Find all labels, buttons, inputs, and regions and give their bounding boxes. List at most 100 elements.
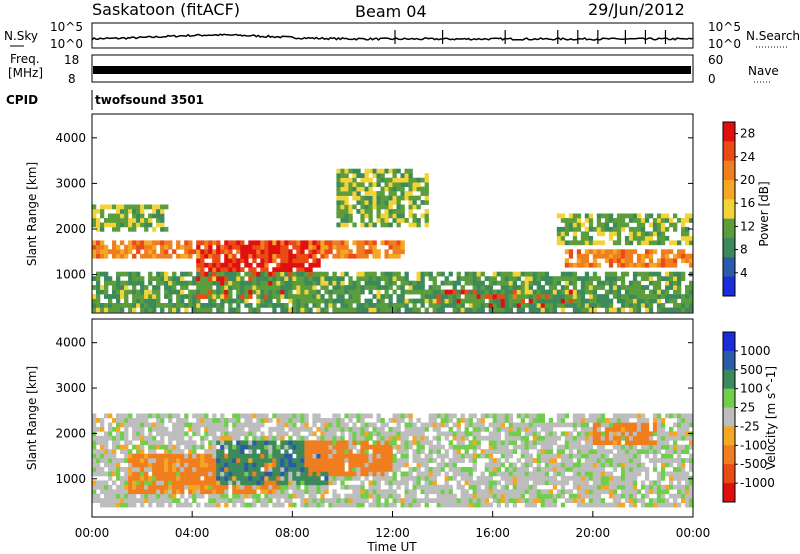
power-cell [132, 280, 137, 286]
velocity-cell [124, 453, 129, 459]
velocity-cell [580, 422, 586, 428]
velocity-cell [276, 413, 281, 419]
power-cell [212, 271, 217, 277]
velocity-cell [172, 422, 177, 428]
velocity-cell [544, 502, 550, 508]
power-cell [112, 249, 117, 255]
power-cell [404, 195, 409, 201]
power-cell [348, 209, 353, 214]
power-cell [376, 200, 381, 205]
power-cell [156, 285, 161, 290]
velocity-cell [340, 502, 345, 508]
power-cell [432, 307, 437, 313]
power-cell [296, 249, 301, 255]
velocity-cell [665, 413, 670, 419]
power-cell [564, 289, 570, 295]
velocity-cell [136, 462, 141, 468]
velocity-cell [677, 502, 682, 508]
velocity-cell [452, 493, 457, 499]
velocity-cell [648, 449, 654, 454]
power-cell [344, 200, 349, 205]
velocity-cell [428, 422, 433, 428]
power-cell [380, 271, 385, 277]
velocity-cell [200, 413, 205, 419]
power-cell [480, 271, 485, 277]
velocity-cell [448, 484, 453, 490]
power-cell [584, 240, 590, 246]
power-cell [136, 294, 141, 299]
power-cell [308, 285, 313, 290]
power-cell [356, 303, 361, 308]
power-cell [112, 285, 117, 290]
power-cell [280, 289, 285, 295]
power-cell [128, 303, 133, 308]
velocity-cell [348, 418, 353, 423]
power-cell [424, 173, 429, 178]
velocity-cell [352, 502, 357, 508]
velocity-cell [164, 471, 169, 477]
velocity-cell [260, 471, 265, 477]
velocity-cell [288, 418, 293, 423]
velocity-cell [448, 462, 453, 468]
power-cell [268, 253, 273, 259]
power-cell [488, 280, 493, 286]
velocity-cell [276, 493, 281, 499]
velocity-cell [544, 467, 550, 472]
velocity-cell [528, 440, 533, 446]
power-cell [685, 303, 690, 308]
power-cell [344, 186, 349, 192]
power-cell [516, 271, 521, 277]
velocity-cell [352, 422, 357, 428]
velocity-cell [540, 480, 545, 486]
velocity-cell [636, 431, 642, 437]
velocity-cell [160, 422, 165, 428]
velocity-cell [260, 440, 265, 446]
velocity-cell [620, 480, 626, 486]
power-cell [380, 294, 385, 299]
velocity-cell [296, 480, 301, 486]
power-cell [648, 298, 654, 304]
power-cell [224, 240, 229, 246]
velocity-cell [552, 453, 558, 459]
velocity-cell [120, 458, 125, 463]
power-cell [616, 249, 622, 255]
velocity-cell [368, 453, 373, 459]
power-cell [120, 240, 125, 246]
velocity-cell [412, 431, 417, 437]
power-cell [588, 262, 594, 268]
velocity-cell [424, 462, 429, 468]
velocity-cell [460, 435, 465, 441]
power-cell [640, 271, 646, 277]
power-cell [592, 240, 598, 246]
velocity-cell [208, 489, 213, 495]
velocity-cell [352, 426, 357, 432]
power-cell [252, 289, 257, 295]
velocity-cell [444, 489, 449, 495]
velocity-cell [368, 435, 373, 441]
velocity-cell [232, 462, 237, 468]
velocity-cell [548, 467, 554, 472]
velocity-cell [300, 435, 305, 441]
power-cell [673, 253, 678, 259]
velocity-cell [472, 435, 477, 441]
velocity-cell [628, 449, 634, 454]
power-cell [316, 240, 321, 246]
power-cell [92, 303, 97, 308]
power-cell [112, 294, 117, 299]
power-cell [276, 271, 281, 277]
velocity-cell [424, 435, 429, 441]
velocity-cell [452, 431, 457, 437]
velocity-cell [148, 458, 153, 463]
velocity-cell [116, 422, 121, 428]
power-cell [372, 182, 377, 187]
velocity-cell [160, 444, 165, 450]
velocity-cell [544, 440, 550, 446]
power-cell [324, 307, 329, 313]
power-cell [328, 280, 333, 286]
velocity-cell [604, 480, 610, 486]
velocity-cell [204, 489, 209, 495]
velocity-cell [308, 471, 313, 477]
power-cell [200, 240, 205, 246]
velocity-cell [460, 431, 465, 437]
velocity-cell [616, 418, 622, 423]
